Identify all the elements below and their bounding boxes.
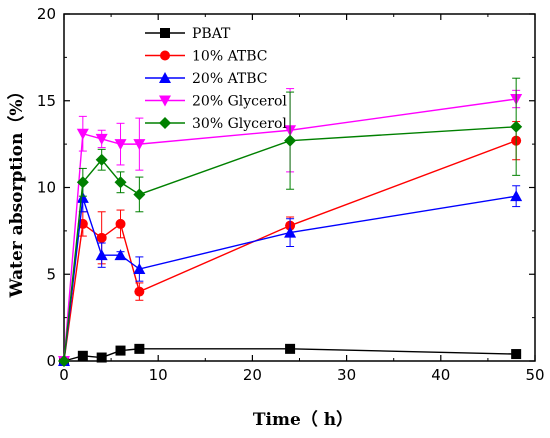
x-tick-label: 40 (431, 366, 450, 384)
series-group (58, 183, 523, 366)
data-point (511, 349, 522, 360)
series-group (59, 343, 522, 366)
y-axis-title: Water absorption（%） (6, 83, 27, 299)
data-point (510, 190, 523, 202)
data-point (96, 352, 107, 363)
data-point (58, 355, 70, 367)
legend-label: 10% ATBC (192, 49, 268, 65)
x-tick-label: 0 (59, 366, 69, 384)
data-point (510, 120, 523, 133)
data-point (134, 343, 145, 354)
data-point (95, 249, 108, 261)
x-tick-label: 30 (337, 366, 356, 384)
legend-label: 20% ATBC (192, 71, 268, 87)
y-tick-label: 20 (37, 5, 56, 23)
data-point (284, 226, 297, 238)
x-tick-label: 50 (525, 366, 544, 384)
data-point (95, 153, 108, 166)
data-point (77, 350, 88, 361)
data-point (133, 263, 146, 275)
series-group (58, 77, 523, 367)
x-tick-label: 20 (243, 366, 262, 384)
data-point (114, 139, 127, 151)
legend-marker (159, 95, 171, 107)
legend-label: 30% Glycerol (192, 116, 287, 132)
y-tick-label: 10 (37, 179, 56, 197)
legend-marker (159, 117, 171, 129)
x-axis-title: Time（ h） (253, 409, 353, 430)
data-point (114, 176, 127, 189)
data-point (285, 343, 296, 354)
data-point (76, 176, 89, 189)
legend-marker (160, 28, 170, 38)
data-point (134, 286, 145, 297)
data-point (284, 134, 297, 147)
data-point (76, 191, 89, 203)
data-point (114, 249, 127, 261)
y-tick-label: 0 (46, 352, 56, 370)
x-tick-label: 10 (149, 366, 168, 384)
data-point (133, 139, 146, 151)
data-point (95, 133, 108, 145)
legend-marker (160, 50, 170, 61)
legend-marker (159, 72, 171, 83)
plot-area (58, 77, 523, 367)
data-point (115, 345, 126, 356)
y-tick-label: 5 (46, 265, 56, 283)
legend: PBAT 10% ATBC 20% ATBC 20% Glycerol 30% Glyc… (145, 26, 287, 132)
data-point (76, 128, 89, 140)
legend-label: PBAT (192, 26, 231, 42)
y-tick-label: 15 (37, 92, 56, 110)
plot-frame (63, 13, 536, 362)
data-point (115, 218, 126, 229)
data-point (96, 232, 107, 243)
axes: 0 10 20 30 40 50 0 5 10 15 20 (37, 5, 545, 384)
data-point (133, 188, 146, 201)
legend-label: 20% Glycerol (192, 94, 287, 110)
